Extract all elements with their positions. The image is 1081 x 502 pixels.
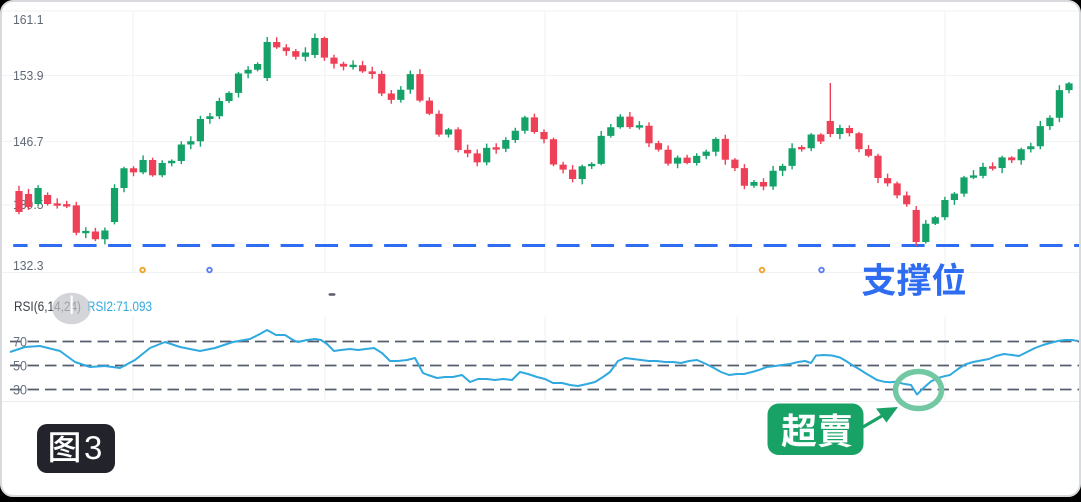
svg-text:153.9: 153.9 <box>13 68 44 83</box>
svg-text:50: 50 <box>13 358 27 374</box>
svg-text:30: 30 <box>13 382 27 398</box>
svg-text:146.7: 146.7 <box>13 134 44 149</box>
svg-text:161.1: 161.1 <box>13 12 44 27</box>
svg-text:70: 70 <box>13 334 27 350</box>
svg-text:132.3: 132.3 <box>13 258 44 273</box>
svg-text:RSI2:71.093: RSI2:71.093 <box>87 299 152 314</box>
